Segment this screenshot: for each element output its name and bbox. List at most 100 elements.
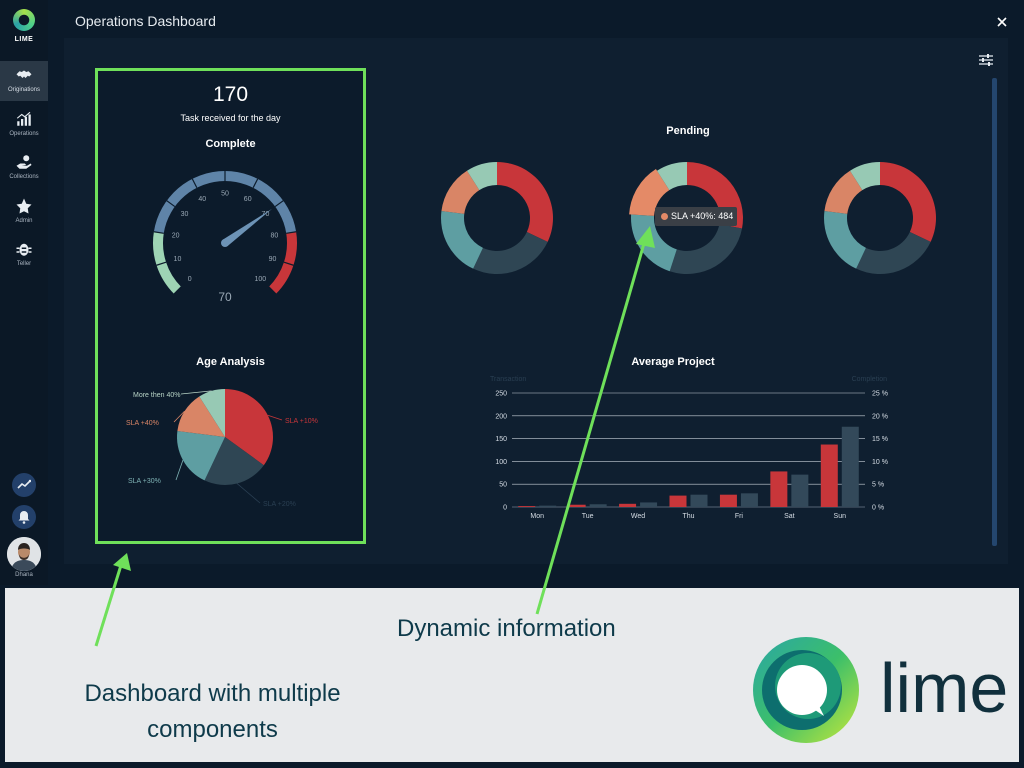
- pending-donut-chart-3[interactable]: [822, 160, 938, 276]
- sidebar-item-teller[interactable]: Teller: [0, 235, 48, 275]
- lime-logo-icon: [13, 9, 35, 31]
- logo-text: LIME: [14, 36, 34, 43]
- pie-label-line: [267, 414, 283, 421]
- gauge-tick-label: 90: [269, 256, 277, 263]
- bar-transaction-wed[interactable]: [619, 503, 637, 507]
- bar-transaction-tue[interactable]: [568, 504, 586, 507]
- bar-completion-tue[interactable]: [589, 504, 607, 507]
- donut-slice-3[interactable]: [824, 170, 863, 214]
- vertical-scrollbar[interactable]: [992, 78, 997, 546]
- age-analysis-pie-chart: SLA +10% SLA +20% SLA +30% SLA +40% More the…: [126, 389, 318, 508]
- donut-slice-3[interactable]: [629, 169, 670, 216]
- gauge-tick: [191, 178, 198, 189]
- donut-slice-4[interactable]: [849, 162, 880, 191]
- brand-wordmark: lime: [880, 649, 1009, 727]
- pending-donut-chart-1[interactable]: [439, 160, 555, 276]
- bar-transaction-fri[interactable]: [719, 494, 737, 507]
- pie-slice-4[interactable]: [199, 389, 225, 437]
- x-tick-label: Wed: [631, 513, 645, 520]
- bar-transaction-sat[interactable]: [770, 471, 788, 507]
- trend-icon: [17, 479, 31, 489]
- donut-slice-2[interactable]: [824, 210, 866, 269]
- gauge-tick-label: 10: [174, 256, 182, 263]
- gauge-tick: [286, 231, 297, 234]
- y-tick-label: 250: [495, 391, 507, 398]
- gauge-band-1: [153, 170, 297, 234]
- bar-transaction-sun[interactable]: [820, 444, 838, 507]
- pie-slice-label: More then 40%: [133, 392, 180, 399]
- sidebar-item-collections[interactable]: Collections: [0, 148, 48, 188]
- y-tick-label: 0: [503, 505, 507, 512]
- gauge-tick: [156, 261, 167, 266]
- gauge-tick: [166, 200, 176, 208]
- y-tick-label: 100: [495, 459, 507, 466]
- handshake-icon: [16, 70, 32, 78]
- donut-slice-1[interactable]: [856, 232, 931, 274]
- pie-slice-3[interactable]: [177, 396, 225, 437]
- y-right-tick-label: 15 %: [872, 436, 888, 443]
- bar-transaction-mon[interactable]: [518, 506, 536, 507]
- donut-slice-1[interactable]: [473, 232, 548, 274]
- y-right-tick-label: 0 %: [872, 505, 884, 512]
- average-project-bar-chart: Transaction Completion 0 0 % 50 5 % 100 10 % 1…: [490, 376, 888, 520]
- gauge-value: 70: [218, 290, 232, 304]
- pie-label-line: [236, 483, 261, 504]
- bar-completion-sat[interactable]: [791, 474, 809, 507]
- bar-completion-mon[interactable]: [539, 505, 557, 507]
- gauge-tick: [153, 231, 164, 234]
- donut-slice-3[interactable]: [441, 170, 480, 214]
- pie-slice-2[interactable]: [177, 430, 225, 481]
- y-right-tick-label: 10 %: [872, 459, 888, 466]
- donut-slice-2[interactable]: [441, 210, 483, 269]
- star-icon: [16, 198, 32, 214]
- pending-title: Pending: [666, 125, 710, 137]
- task-count-label: Task received for the day: [180, 113, 281, 123]
- right-axis-label: Completion: [852, 376, 888, 383]
- sidebar-item-admin[interactable]: Admin: [0, 192, 48, 232]
- bar-completion-wed[interactable]: [640, 502, 658, 507]
- pie-slice-0[interactable]: [225, 389, 273, 466]
- notifications-button[interactable]: [12, 505, 36, 529]
- avatar[interactable]: [7, 537, 41, 571]
- lime-brand-logo-icon: [753, 637, 859, 743]
- gauge-needle: [222, 208, 272, 247]
- analytics-button[interactable]: [12, 473, 36, 497]
- sidebar-item-label: Teller: [16, 261, 32, 267]
- bell-icon: [18, 511, 30, 524]
- chart-tooltip: SLA +40%: 484: [655, 207, 737, 226]
- left-axis-label: Transaction: [490, 376, 526, 383]
- donut-slice-4[interactable]: [656, 162, 687, 191]
- bug-icon: [16, 243, 32, 256]
- gauge-tick-label: 50: [221, 191, 229, 198]
- x-tick-label: Sat: [784, 513, 795, 520]
- x-tick-label: Sun: [834, 513, 847, 520]
- donut-slice-1[interactable]: [669, 224, 743, 274]
- pie-label-line: [180, 390, 212, 395]
- bar-completion-fri[interactable]: [740, 493, 758, 507]
- donut-slice-0[interactable]: [880, 162, 936, 242]
- gauge-band-0: [153, 231, 182, 294]
- sidebar-item-operations[interactable]: Operations: [0, 105, 48, 145]
- sidebar-item-originations[interactable]: Originations: [0, 61, 48, 101]
- donut-slice-4[interactable]: [466, 162, 497, 191]
- sidebar-item-label: Originations: [7, 87, 40, 93]
- pie-slice-1[interactable]: [204, 437, 264, 485]
- gauge-tick: [268, 286, 277, 295]
- user-photo-icon: [7, 537, 41, 571]
- bar-transaction-thu[interactable]: [669, 495, 687, 507]
- pie-slice-label: SLA +40%: [126, 420, 159, 427]
- x-tick-label: Fri: [735, 513, 744, 520]
- x-tick-label: Tue: [582, 513, 594, 520]
- window-title: Operations Dashboard: [75, 13, 216, 29]
- donut-slice-0[interactable]: [497, 162, 553, 242]
- sidebar: LIME Originations Operations Collections…: [0, 0, 48, 585]
- dashboard-caption: Dashboard with multiple components: [84, 680, 341, 743]
- filter-settings-icon[interactable]: [978, 53, 994, 67]
- age-analysis-title: Age Analysis: [196, 356, 265, 368]
- y-right-tick-label: 25 %: [872, 391, 888, 398]
- gauge-tick-label: 80: [270, 233, 278, 240]
- close-icon[interactable]: [995, 15, 1009, 29]
- bar-completion-thu[interactable]: [690, 494, 708, 507]
- bar-completion-sun[interactable]: [841, 426, 859, 507]
- pie-slice-label: SLA +20%: [263, 501, 296, 508]
